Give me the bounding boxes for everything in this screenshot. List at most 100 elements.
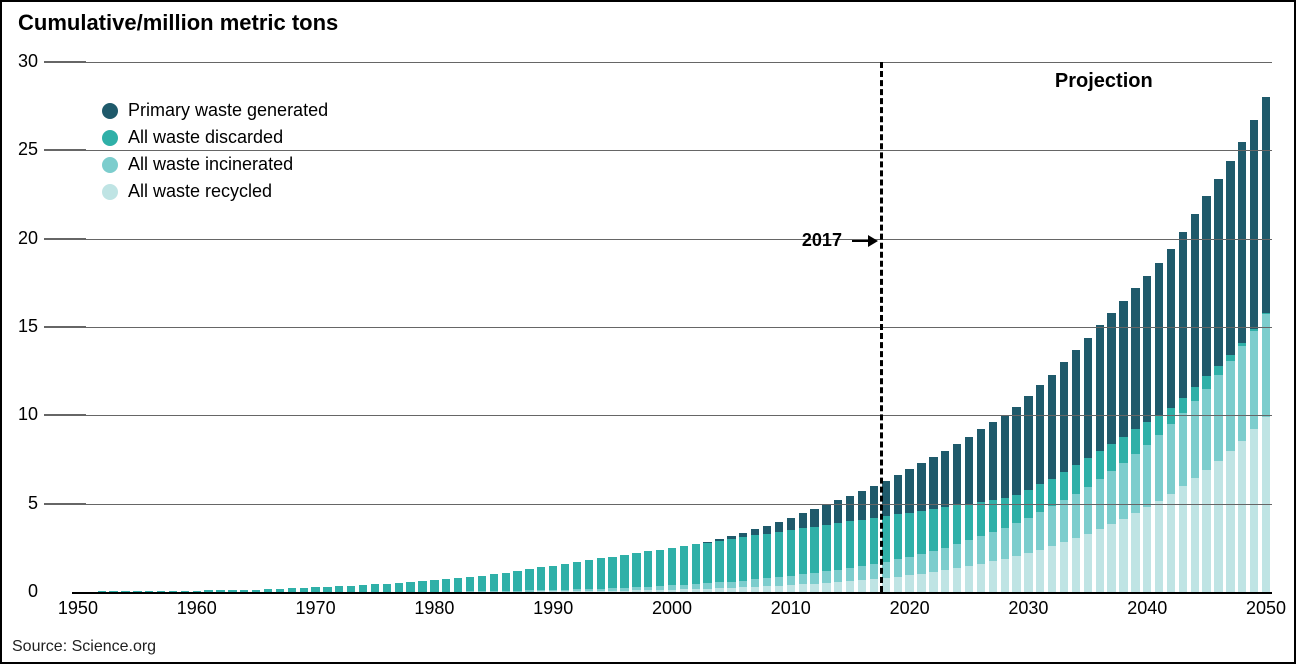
bar-segment-primary bbox=[1001, 415, 1009, 498]
bar-segment-incinerated bbox=[573, 589, 581, 591]
y-tick-label: 20 bbox=[2, 228, 38, 249]
bar-segment-incinerated bbox=[1036, 512, 1044, 549]
bar-segment-recycled bbox=[1226, 451, 1234, 592]
bar-segment-recycled bbox=[810, 584, 818, 592]
bar-segment-primary bbox=[929, 457, 937, 509]
bar-segment-discarded bbox=[620, 555, 628, 588]
bar-segment-incinerated bbox=[715, 582, 723, 588]
bar-segment-discarded bbox=[929, 509, 937, 551]
bar-segment-incinerated bbox=[1202, 389, 1210, 470]
bar-segment-discarded bbox=[490, 574, 498, 591]
bar-segment-discarded bbox=[442, 579, 450, 592]
bar-segment-discarded bbox=[466, 577, 474, 591]
bar-segment-primary bbox=[787, 518, 795, 530]
bar-segment-discarded bbox=[668, 548, 676, 586]
bar-segment-primary bbox=[739, 533, 747, 537]
x-axis-line bbox=[72, 592, 1272, 594]
bar-segment-primary bbox=[894, 475, 902, 514]
bar-segment-incinerated bbox=[692, 584, 700, 589]
bar-segment-recycled bbox=[1012, 556, 1020, 592]
bar-segment-discarded bbox=[739, 537, 747, 580]
bar-segment-discarded bbox=[680, 546, 688, 585]
x-tick-label: 1950 bbox=[58, 598, 98, 619]
bar-segment-discarded bbox=[585, 560, 593, 589]
bar-segment-discarded bbox=[395, 583, 403, 592]
bar-segment-primary bbox=[1155, 263, 1163, 415]
bar-segment-incinerated bbox=[870, 564, 878, 579]
bar-segment-recycled bbox=[965, 566, 973, 592]
gridline bbox=[72, 327, 1272, 328]
bar-segment-discarded bbox=[1131, 429, 1139, 454]
bar-segment-primary bbox=[1012, 407, 1020, 495]
bar-segment-recycled bbox=[846, 581, 854, 592]
bar-segment-primary bbox=[1096, 325, 1104, 450]
bar-segment-incinerated bbox=[1238, 346, 1246, 440]
bar-segment-incinerated bbox=[989, 532, 997, 561]
x-tick-label: 2000 bbox=[652, 598, 692, 619]
bar-segment-discarded bbox=[905, 513, 913, 557]
bar-segment-recycled bbox=[905, 575, 913, 592]
bar-segment-recycled bbox=[1096, 529, 1104, 592]
bar-segment-primary bbox=[1048, 375, 1056, 479]
bar-segment-primary bbox=[1084, 338, 1092, 458]
bar-segment-recycled bbox=[1060, 542, 1068, 592]
legend-item-primary: Primary waste generated bbox=[102, 97, 328, 124]
bar-segment-recycled bbox=[977, 564, 985, 592]
legend-swatch bbox=[102, 130, 118, 146]
gridline bbox=[72, 62, 1272, 63]
bar-segment-discarded bbox=[989, 500, 997, 532]
bar-segment-primary bbox=[965, 437, 973, 504]
x-tick-label: 1970 bbox=[296, 598, 336, 619]
bar-segment-incinerated bbox=[775, 577, 783, 585]
y-tick-dash bbox=[44, 61, 86, 63]
bar-segment-primary bbox=[905, 469, 913, 512]
legend-item-incinerated: All waste incinerated bbox=[102, 151, 328, 178]
bar-segment-discarded bbox=[383, 584, 391, 592]
bar-segment-incinerated bbox=[1155, 435, 1163, 501]
gridline bbox=[72, 239, 1272, 240]
bar-segment-incinerated bbox=[1001, 528, 1009, 559]
bar-segment-incinerated bbox=[1167, 424, 1175, 493]
bar-segment-recycled bbox=[1024, 553, 1032, 592]
x-tick-label: 1960 bbox=[177, 598, 217, 619]
bar-segment-discarded bbox=[1250, 329, 1258, 331]
bar-segment-discarded bbox=[1155, 415, 1163, 434]
bar-segment-recycled bbox=[929, 572, 937, 592]
bar-segment-incinerated bbox=[846, 568, 854, 581]
bar-segment-incinerated bbox=[894, 559, 902, 576]
legend: Primary waste generatedAll waste discard… bbox=[102, 97, 328, 205]
y-tick-dash bbox=[44, 238, 86, 240]
bar-segment-recycled bbox=[799, 584, 807, 592]
y-tick-label: 30 bbox=[2, 51, 38, 72]
bar-segment-discarded bbox=[917, 511, 925, 554]
bar-segment-discarded bbox=[692, 544, 700, 584]
chart-container: Cumulative/million metric tons Primary w… bbox=[0, 0, 1296, 664]
bar-segment-discarded bbox=[1226, 355, 1234, 361]
bar-segment-incinerated bbox=[1012, 523, 1020, 556]
bar-segment-incinerated bbox=[656, 586, 664, 590]
bar-segment-primary bbox=[799, 513, 807, 528]
bar-segment-primary bbox=[1262, 97, 1270, 313]
bar-segment-discarded bbox=[406, 582, 414, 592]
bar-segment-incinerated bbox=[1024, 518, 1032, 553]
y-tick-dash bbox=[44, 414, 86, 416]
chart-title: Cumulative/million metric tons bbox=[18, 10, 338, 36]
legend-swatch bbox=[102, 184, 118, 200]
bar-segment-discarded bbox=[525, 569, 533, 590]
bar-segment-primary bbox=[810, 509, 818, 527]
bar-segment-discarded bbox=[1036, 484, 1044, 512]
bar-segment-incinerated bbox=[810, 573, 818, 584]
bar-segment-discarded bbox=[561, 564, 569, 590]
bar-segment-incinerated bbox=[739, 581, 747, 588]
bar-segment-recycled bbox=[1191, 478, 1199, 592]
bar-segment-recycled bbox=[1214, 461, 1222, 592]
bar-segment-incinerated bbox=[1179, 413, 1187, 486]
bar-segment-discarded bbox=[977, 502, 985, 536]
bar-segment-primary bbox=[846, 496, 854, 522]
bar-segment-incinerated bbox=[1226, 361, 1234, 451]
bar-segment-primary bbox=[1214, 179, 1222, 366]
bar-segment-primary bbox=[775, 522, 783, 532]
bar-segment-recycled bbox=[1001, 559, 1009, 592]
x-tick-label: 2030 bbox=[1008, 598, 1048, 619]
bar-segment-recycled bbox=[1179, 486, 1187, 592]
